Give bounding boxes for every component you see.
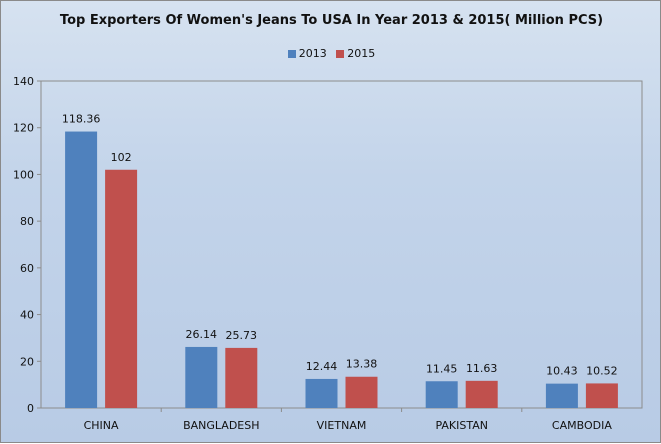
bar-2015-vietnam (345, 376, 378, 408)
plot-border (40, 80, 643, 409)
category-label-pakistan: PAKISTAN (435, 419, 488, 432)
data-label-2013-cambodia: 10.43 (546, 365, 578, 378)
y-tick-label: 0 (27, 402, 34, 415)
legend-swatch-2013 (287, 49, 296, 58)
y-tick-label: 140 (13, 75, 34, 88)
legend: 2013 2015 (1, 47, 661, 61)
data-label-2013-bangladesh: 26.14 (186, 328, 218, 341)
data-label-2013-pakistan: 11.45 (426, 362, 458, 375)
data-label-2015-bangladesh: 25.73 (226, 329, 258, 342)
bar-2015-bangladesh (225, 347, 258, 408)
data-label-2015-china: 102 (111, 151, 132, 164)
bar-2013-vietnam (305, 378, 338, 408)
category-label-bangladesh: BANGLADESH (183, 419, 259, 432)
category-label-vietnam: VIETNAM (317, 419, 367, 432)
y-tick-label: 100 (13, 168, 34, 181)
data-label-2015-pakistan: 11.63 (466, 362, 498, 375)
data-label-2013-china: 118.36 (62, 113, 101, 126)
chart-title: Top Exporters Of Women's Jeans To USA In… (59, 13, 604, 28)
legend-item-2015: 2015 (336, 47, 375, 60)
legend-label-2013: 2013 (298, 47, 327, 60)
legend-swatch-2015 (336, 49, 345, 58)
bar-2015-pakistan (465, 380, 498, 408)
y-tick-label: 20 (20, 355, 34, 368)
bar-2013-bangladesh (185, 346, 218, 408)
bar-2013-pakistan (425, 381, 458, 408)
category-label-china: CHINA (84, 419, 119, 432)
data-label-2013-vietnam: 12.44 (306, 360, 338, 373)
y-tick-label: 80 (20, 215, 34, 228)
legend-label-2015: 2015 (347, 47, 376, 60)
bar-2013-china (65, 131, 98, 408)
y-tick-label: 60 (20, 262, 34, 275)
y-tick-label: 40 (20, 309, 34, 322)
bar-2013-cambodia (545, 383, 578, 408)
bar-2015-cambodia (585, 383, 618, 408)
legend-item-2013: 2013 (287, 47, 327, 60)
y-tick-label: 120 (13, 122, 34, 135)
data-label-2015-cambodia: 10.52 (586, 364, 618, 377)
category-label-cambodia: CAMBODIA (552, 419, 612, 432)
bar-2015-china (105, 169, 138, 408)
data-label-2015-vietnam: 13.38 (346, 358, 378, 371)
